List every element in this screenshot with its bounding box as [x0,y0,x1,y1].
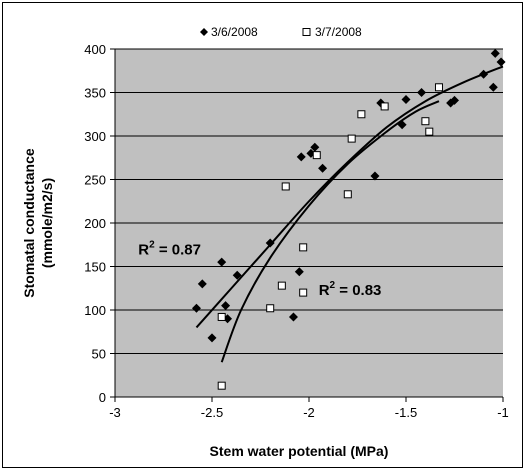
data-point-square [312,151,321,160]
data-point-diamond [296,152,306,162]
legend-marker-square [302,28,311,36]
r2-value: = 0.83 [335,282,381,299]
data-point-diamond [288,312,298,322]
trendlines [195,65,504,363]
data-point-diamond [221,301,231,311]
y-tick-label: 100 [84,303,106,318]
legend-marker-diamond [200,28,208,36]
data-point-square [380,102,389,111]
data-point-diamond [417,88,427,97]
r2-base: R [138,241,149,258]
r2-annotation-diamond: R2 = 0.87 [138,239,201,258]
x-axis-title: Stem water potential (MPa) [210,443,389,459]
data-point-diamond [217,257,227,267]
x-tick-label: -2 [303,405,315,420]
data-point-diamond [197,279,207,289]
data-point-diamond [479,69,489,79]
data-point-square [299,243,308,252]
y-tick-label: 300 [84,129,106,144]
legend-label-series-2: 3/7/2008 [315,25,362,39]
data-point-square [434,83,443,92]
data-point-square [281,182,290,191]
legend: 3/6/2008 3/7/2008 [200,25,362,39]
data-point-diamond [207,333,217,343]
y-axis-title: Stomatal conductance (mmole/m2/s) [21,148,55,298]
y-tick-label: 50 [92,347,106,362]
data-point-square [421,117,430,126]
r2-value: = 0.87 [155,241,201,258]
grid-lines [115,48,503,354]
data-point-diamond [370,171,380,181]
data-point-square [266,304,275,313]
data-point-square [343,190,352,199]
x-tick-label: -1 [497,405,509,420]
data-point-diamond [265,238,275,248]
data-point-diamond [310,142,320,152]
data-point-diamond [397,120,407,130]
data-point-square [299,288,308,297]
data-points [191,48,506,390]
y-axis-title-line-1: Stomatal conductance [21,148,37,298]
data-point-diamond [488,82,498,92]
x-tick-label: -3 [109,405,121,420]
y-tick-label: 250 [84,173,106,188]
legend-label-series-1: 3/6/2008 [211,25,258,39]
data-point-diamond [294,267,304,277]
data-point-diamond [450,95,459,105]
data-point-square [425,127,434,136]
axes: 0 50 100 150 200 250 300 350 400 -3 -2.5 -2 -1.5 -1 [84,42,508,420]
y-tick-label: 350 [84,86,106,101]
trendline-series-1 [195,65,504,329]
data-point-square [277,281,286,290]
y-tick-label: 150 [84,260,106,275]
data-point-square [217,381,226,390]
r2-annotation-square: R2 = 0.83 [319,280,382,299]
trendline-series-2 [220,100,440,363]
data-point-diamond [401,94,411,104]
data-point-diamond [232,270,242,280]
y-axis-title-line-2: (mmole/m2/s) [39,178,55,268]
data-point-square [347,134,356,143]
data-point-diamond [318,163,328,173]
y-tick-label: 200 [84,216,106,231]
y-tick-label: 400 [84,42,106,57]
r2-base: R [319,282,330,299]
r2-superscript: 2 [149,239,155,250]
data-point-square [217,312,226,321]
data-point-diamond [490,48,500,58]
x-tick-label: -1.5 [395,405,417,420]
data-point-diamond [496,57,506,67]
r2-superscript: 2 [330,280,336,291]
y-tick-label: 0 [99,390,106,405]
data-point-square [357,110,366,119]
data-point-diamond [191,303,201,313]
x-tick-label: -2.5 [201,405,223,420]
